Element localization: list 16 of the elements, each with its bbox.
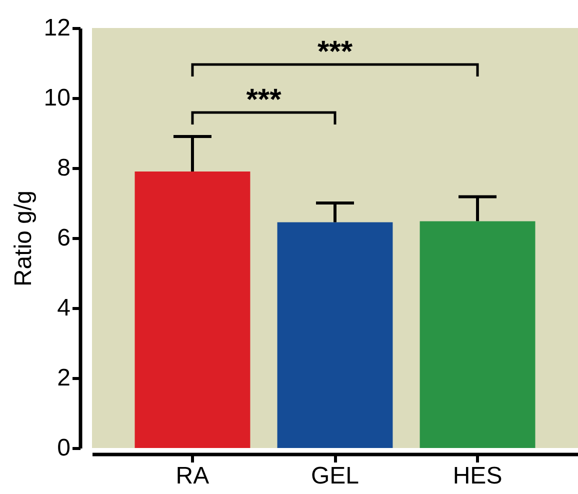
- y-tick-label: 2: [57, 364, 70, 392]
- annotation: ***: [246, 84, 282, 116]
- y-axis-title: Ratio g/g: [10, 190, 37, 287]
- y-tick-label: 6: [57, 224, 70, 252]
- bar: [134, 172, 250, 448]
- y-tick-label: 8: [57, 154, 70, 182]
- annotation: ***: [317, 36, 353, 68]
- x-tick-label: HES: [452, 462, 502, 490]
- y-tick-label: 4: [57, 294, 70, 322]
- bar: [277, 222, 393, 448]
- y-tick-label: 10: [44, 84, 70, 112]
- y-tick-label: 12: [44, 14, 70, 42]
- x-tick-label: RA: [176, 462, 210, 490]
- bar: [420, 221, 536, 448]
- y-tick-label: 0: [57, 434, 70, 462]
- x-tick-label: GEL: [310, 462, 360, 490]
